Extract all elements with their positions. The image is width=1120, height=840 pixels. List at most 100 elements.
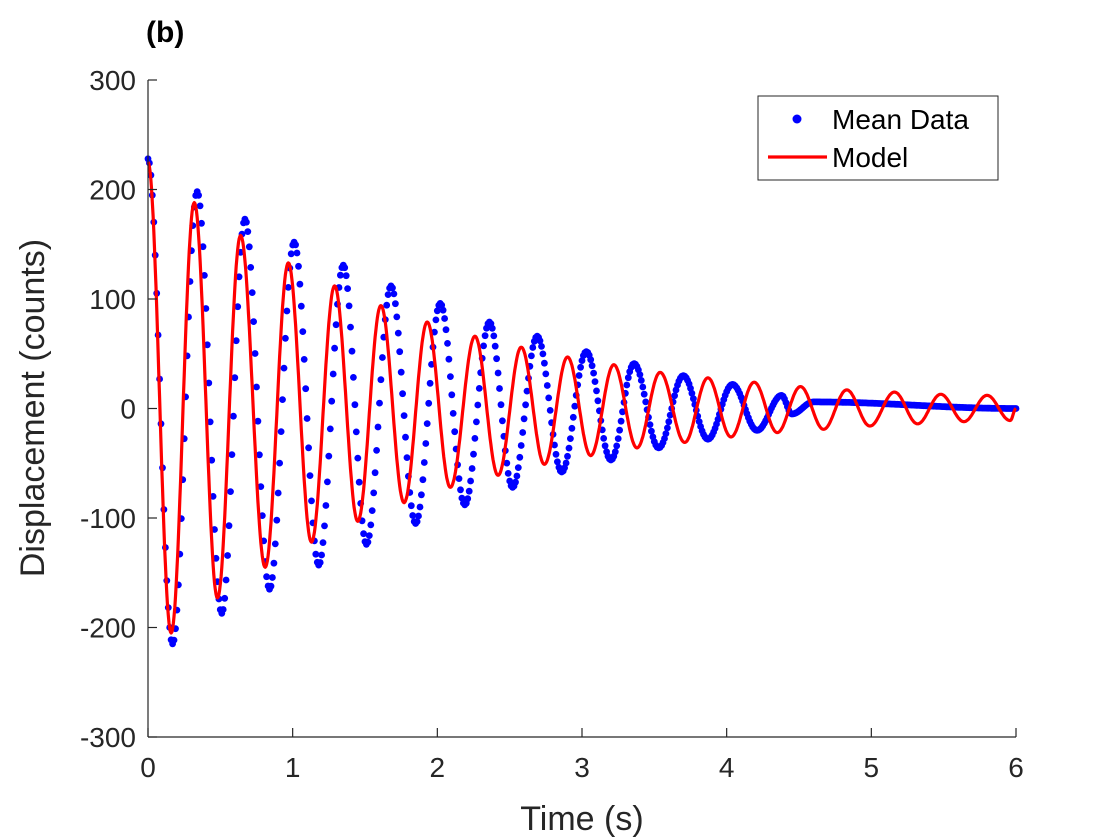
y-tick-label: -300 (80, 722, 136, 753)
data-point (528, 352, 535, 360)
data-point (376, 399, 383, 407)
data-point (269, 574, 276, 581)
data-point (494, 369, 502, 377)
data-point (318, 551, 325, 559)
data-point (392, 300, 399, 308)
data-point (475, 385, 483, 392)
data-point (248, 289, 256, 296)
x-ticks: 0 1 2 3 4 5 6 (140, 728, 1024, 783)
data-point (295, 262, 302, 270)
data-point (373, 447, 380, 454)
data-point (365, 532, 373, 539)
data-point (297, 302, 305, 310)
data-point (471, 435, 479, 442)
data-point (355, 478, 363, 486)
data-point (390, 290, 398, 298)
data-point (567, 435, 574, 442)
data-point (247, 264, 255, 271)
data-point (282, 334, 289, 342)
data-point (196, 202, 204, 210)
data-point (591, 378, 599, 385)
data-point (234, 303, 242, 311)
data-point (587, 356, 595, 364)
data-point (514, 464, 522, 471)
data-point (512, 478, 519, 486)
data-point (347, 323, 354, 331)
data-point (457, 486, 464, 494)
data-point (322, 502, 330, 509)
data-point (614, 435, 622, 442)
data-point (467, 477, 474, 485)
data-point (280, 364, 288, 372)
data-point (688, 389, 696, 397)
data-point (352, 428, 360, 436)
data-point (619, 408, 626, 416)
data-point (206, 418, 214, 426)
data-point (312, 550, 320, 558)
data-point (523, 387, 531, 395)
data-point (503, 459, 511, 467)
x-tick-label: 3 (574, 752, 590, 783)
data-point (600, 435, 608, 442)
data-point (432, 316, 440, 324)
data-point (562, 459, 570, 467)
data-point (379, 354, 386, 361)
legend-label-model: Model (832, 142, 908, 173)
data-point (551, 441, 558, 449)
data-point (329, 370, 337, 378)
data-point (546, 407, 554, 414)
data-point (448, 391, 456, 399)
data-point (293, 249, 301, 257)
data-point (491, 342, 499, 350)
data-point (416, 503, 424, 511)
data-point (420, 459, 428, 466)
data-point (449, 410, 457, 417)
data-point (439, 306, 447, 314)
data-point (284, 284, 292, 291)
data-point (270, 559, 278, 567)
data-point (251, 350, 259, 357)
data-point (542, 370, 550, 378)
legend-label-mean-data: Mean Data (832, 104, 969, 135)
data-point (665, 418, 673, 426)
data-point (208, 456, 216, 464)
data-point (554, 458, 561, 466)
data-point (203, 341, 211, 349)
data-point (274, 489, 282, 497)
axes-frame (148, 80, 1016, 737)
data-point (245, 243, 253, 251)
data-point (642, 398, 650, 406)
data-point (250, 318, 257, 325)
data-point (332, 321, 340, 329)
data-point (538, 343, 545, 350)
data-point (360, 530, 367, 538)
data-point (468, 465, 476, 472)
data-point (568, 424, 576, 432)
x-tick-label: 2 (430, 752, 446, 783)
data-point (455, 475, 463, 482)
data-point (617, 417, 625, 425)
data-point (283, 307, 291, 315)
data-point (480, 342, 487, 350)
data-point (611, 448, 619, 456)
data-point (464, 495, 472, 503)
data-point (488, 324, 496, 332)
legend-box (757, 95, 999, 181)
data-point (419, 476, 427, 484)
data-point (287, 250, 295, 258)
x-tick-label: 4 (719, 752, 735, 783)
data-point (316, 559, 324, 566)
data-point (345, 302, 353, 310)
data-point (588, 362, 596, 370)
data-point (344, 285, 351, 292)
data-point (423, 420, 431, 427)
data-point (370, 489, 378, 497)
data-point (640, 390, 648, 398)
data-point (473, 418, 480, 426)
data-point (258, 512, 266, 519)
data-point (646, 421, 654, 428)
x-tick-label: 5 (864, 752, 880, 783)
data-point (254, 417, 262, 425)
data-point (257, 483, 265, 490)
